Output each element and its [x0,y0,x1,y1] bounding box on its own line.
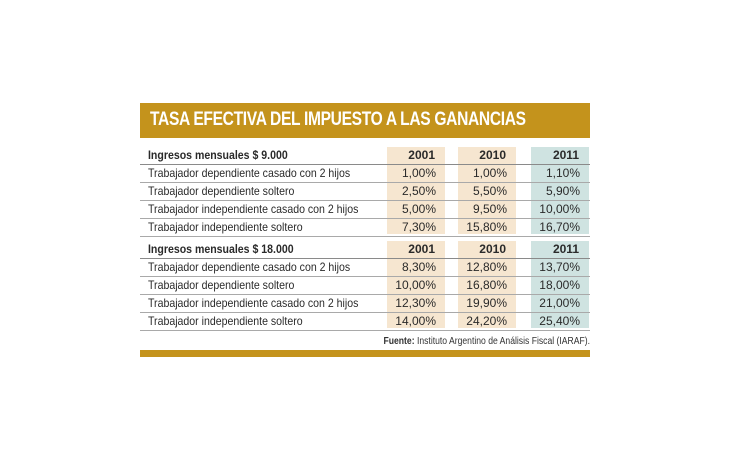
column-shade-2011 [531,241,589,328]
table-row: Trabajador independiente casado con 2 hi… [140,201,590,219]
cell-2010: 1,00% [472,166,507,180]
table-row: Trabajador independiente soltero 14,00% … [140,313,590,331]
cell-2001: 1,00% [401,166,436,180]
year-header-2010: 2010 [479,148,506,162]
row-label: Trabajador independiente soltero [148,314,303,328]
section-header: Ingresos mensuales $ 9.000 [148,148,288,162]
table-row: Trabajador dependiente soltero 2,50% 5,5… [140,183,590,201]
column-shade-2010 [458,241,516,328]
year-header-2011: 2011 [552,148,579,162]
title-banner: TASA EFECTIVA DEL IMPUESTO A LAS GANANCI… [140,103,590,138]
cell-2010: 9,50% [472,202,507,216]
cell-2011: 18,00% [539,278,580,292]
cell-2001: 10,00% [395,278,436,292]
year-header-2011: 2011 [552,242,579,256]
row-label: Trabajador independiente soltero [148,220,303,234]
cell-2010: 12,80% [466,260,507,274]
cell-2010: 16,80% [466,278,507,292]
section-header: Ingresos mensuales $ 18.000 [148,242,294,256]
cell-2011: 13,70% [539,260,580,274]
cell-2001: 5,00% [401,202,436,216]
cell-2010: 19,90% [466,296,507,310]
column-shade-2011 [531,147,589,234]
source-note: Fuente: Instituto Argentino de Análisis … [341,336,590,347]
source-label: Fuente: [383,336,415,347]
bottom-bar [140,350,590,357]
table-row: Trabajador dependiente soltero 10,00% 16… [140,277,590,295]
cell-2001: 8,30% [401,260,436,274]
row-label: Trabajador dependiente casado con 2 hijo… [148,166,351,180]
table-section-9000: Ingresos mensuales $ 9.000 2001 2010 201… [140,147,590,237]
column-shade-2001 [387,241,445,328]
row-label: Trabajador independiente casado con 2 hi… [148,202,359,216]
column-shade-2010 [458,147,516,234]
cell-2011: 16,70% [539,220,580,234]
section-header-row: Ingresos mensuales $ 18.000 2001 2010 20… [140,241,590,259]
source-text: Instituto Argentino de Análisis Fiscal (… [414,336,590,347]
table-title: TASA EFECTIVA DEL IMPUESTO A LAS GANANCI… [150,109,526,130]
year-header-2010: 2010 [479,242,506,256]
cell-2011: 25,40% [539,314,580,328]
cell-2001: 12,30% [395,296,436,310]
cell-2010: 5,50% [472,184,507,198]
cell-2010: 24,20% [466,314,507,328]
row-label: Trabajador independiente casado con 2 hi… [148,296,359,310]
cell-2010: 15,80% [466,220,507,234]
row-label: Trabajador dependiente casado con 2 hijo… [148,260,351,274]
section-header-row: Ingresos mensuales $ 9.000 2001 2010 201… [140,147,590,165]
column-shade-2001 [387,147,445,234]
year-header-2001: 2001 [408,242,435,256]
table-row: Trabajador dependiente casado con 2 hijo… [140,259,590,277]
cell-2011: 5,90% [545,184,580,198]
row-label: Trabajador dependiente soltero [148,278,295,292]
cell-2001: 7,30% [401,220,436,234]
table-row: Trabajador independiente soltero 7,30% 1… [140,219,590,237]
year-header-2001: 2001 [408,148,435,162]
table-row: Trabajador dependiente casado con 2 hijo… [140,165,590,183]
table-section-18000: Ingresos mensuales $ 18.000 2001 2010 20… [140,241,590,331]
table-row: Trabajador independiente casado con 2 hi… [140,295,590,313]
cell-2011: 21,00% [539,296,580,310]
cell-2001: 14,00% [395,314,436,328]
row-label: Trabajador dependiente soltero [148,184,295,198]
cell-2011: 1,10% [545,166,580,180]
cell-2001: 2,50% [401,184,436,198]
cell-2011: 10,00% [539,202,580,216]
